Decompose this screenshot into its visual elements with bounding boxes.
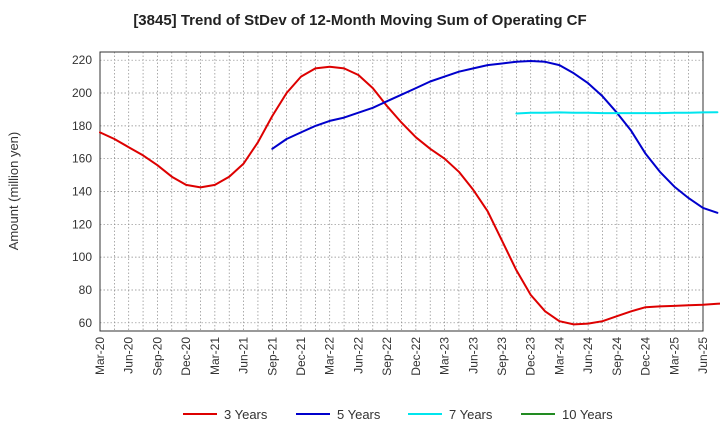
y-tick-label: 140 bbox=[72, 185, 92, 199]
series-line-7-years bbox=[515, 111, 719, 115]
x-tick-label: Dec-20 bbox=[179, 337, 193, 376]
x-tick-label: Dec-21 bbox=[294, 337, 308, 376]
x-tick-label: Jun-20 bbox=[122, 337, 136, 374]
chart-title: [3845] Trend of StDev of 12-Month Moving… bbox=[133, 12, 587, 29]
x-tick-label: Jun-25 bbox=[696, 337, 710, 374]
y-axis-label: Amount (million yen) bbox=[6, 132, 21, 251]
series-line-3-years bbox=[99, 65, 720, 326]
x-tick-label: Sep-23 bbox=[495, 337, 509, 376]
y-axis-ticks: 60 80 100 120 140 160 180 200 220 bbox=[72, 53, 92, 330]
x-tick-label: Jun-21 bbox=[237, 337, 251, 374]
x-tick-label: Sep-24 bbox=[610, 337, 624, 376]
x-axis-ticks: Mar-20 Jun-20 Sep-20 Dec-20 Mar-21 Jun-21 Sep-… bbox=[93, 337, 710, 376]
series-layer bbox=[99, 60, 720, 326]
x-tick-label: Sep-22 bbox=[380, 337, 394, 376]
legend-label: 5 Years bbox=[337, 407, 381, 422]
x-tick-label: Jun-24 bbox=[581, 337, 595, 374]
legend-label: 10 Years bbox=[562, 407, 613, 422]
y-tick-label: 120 bbox=[72, 217, 92, 231]
x-tick-label: Mar-21 bbox=[208, 337, 222, 375]
y-tick-label: 60 bbox=[79, 316, 93, 330]
x-tick-label: Dec-22 bbox=[409, 337, 423, 376]
x-tick-label: Dec-24 bbox=[639, 337, 653, 376]
series-line-5-years bbox=[271, 60, 719, 214]
legend: 3 Years 5 Years 7 Years 10 Years bbox=[183, 407, 613, 422]
y-tick-label: 160 bbox=[72, 152, 92, 166]
plot-area bbox=[99, 51, 704, 332]
x-tick-label: Mar-22 bbox=[323, 337, 337, 375]
x-tick-label: Jun-22 bbox=[351, 337, 365, 374]
x-tick-label: Sep-20 bbox=[150, 337, 164, 376]
y-tick-label: 180 bbox=[72, 119, 92, 133]
y-tick-label: 100 bbox=[72, 250, 92, 264]
x-tick-label: Sep-21 bbox=[265, 337, 279, 376]
y-tick-label: 80 bbox=[79, 283, 93, 297]
y-tick-label: 200 bbox=[72, 86, 92, 100]
x-tick-label: Mar-24 bbox=[552, 337, 566, 375]
grid bbox=[99, 52, 704, 331]
x-tick-label: Mar-25 bbox=[667, 337, 681, 375]
x-tick-label: Jun-23 bbox=[466, 337, 480, 374]
x-tick-label: Dec-23 bbox=[524, 337, 538, 376]
legend-label: 3 Years bbox=[224, 407, 268, 422]
x-tick-label: Mar-20 bbox=[93, 337, 107, 375]
legend-label: 7 Years bbox=[449, 407, 493, 422]
x-tick-label: Mar-23 bbox=[438, 337, 452, 375]
y-tick-label: 220 bbox=[72, 53, 92, 67]
